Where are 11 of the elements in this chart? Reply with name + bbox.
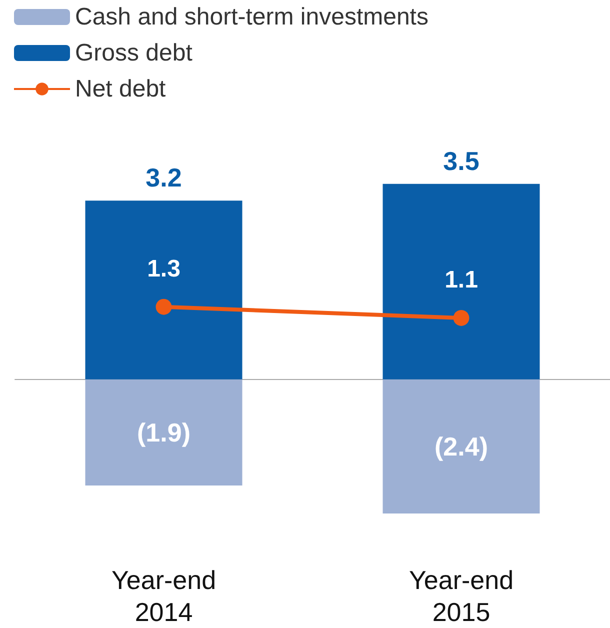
data-label: (1.9) [137,417,190,448]
legend-label: Cash and short-term investments [75,4,428,30]
data-label: 1.1 [444,266,478,294]
legend-label: Net debt [75,76,166,102]
legend-label: Gross debt [75,40,193,66]
data-label: 3.2 [146,162,182,193]
x-tick-label: Year-end 2014 [111,565,216,627]
data-label: 1.3 [147,255,180,282]
data-label: 3.5 [443,146,480,176]
x-tick-label: Year-end 2015 [408,565,514,627]
data-label: (2.4) [434,431,488,462]
